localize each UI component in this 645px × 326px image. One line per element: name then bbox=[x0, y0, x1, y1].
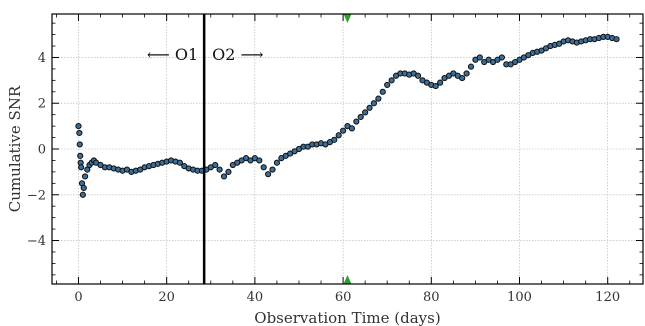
data-point bbox=[81, 173, 89, 180]
x-axis-label: Observation Time (days) bbox=[254, 309, 440, 326]
data-point bbox=[331, 136, 338, 143]
y-axis-label: Cumulative SNR bbox=[6, 85, 24, 212]
data-point bbox=[79, 191, 86, 198]
data-point bbox=[384, 81, 391, 89]
data-point bbox=[78, 164, 85, 171]
data-points bbox=[75, 33, 620, 198]
y-tick-label: −4 bbox=[27, 234, 46, 249]
axis-ticks: 0 20 40 60 80 100 120 −4 −2 0 2 4 bbox=[27, 14, 643, 305]
data-point bbox=[212, 161, 219, 169]
plot-frame bbox=[51, 13, 644, 285]
data-point bbox=[260, 164, 267, 171]
x-tick-label: 100 bbox=[507, 290, 532, 305]
data-point bbox=[432, 82, 439, 90]
x-tick-label: 20 bbox=[158, 290, 175, 305]
data-point bbox=[414, 72, 422, 79]
data-point bbox=[77, 152, 84, 159]
data-point bbox=[273, 159, 281, 166]
data-point bbox=[76, 129, 83, 137]
data-point bbox=[348, 125, 356, 132]
data-point bbox=[269, 166, 276, 173]
data-point bbox=[216, 166, 223, 173]
data-point bbox=[362, 109, 369, 116]
data-point bbox=[335, 132, 342, 139]
data-point bbox=[476, 54, 483, 61]
data-point bbox=[80, 184, 87, 191]
data-point bbox=[375, 95, 382, 102]
data-point bbox=[370, 100, 378, 107]
data-point bbox=[339, 127, 347, 134]
x-tick-label: 0 bbox=[74, 290, 82, 305]
top-triangle-marker bbox=[343, 14, 352, 23]
data-point bbox=[220, 173, 228, 180]
data-point bbox=[613, 36, 620, 43]
data-point bbox=[459, 74, 466, 82]
data-point bbox=[265, 171, 272, 178]
data-point bbox=[366, 104, 373, 111]
data-point bbox=[379, 88, 386, 95]
bottom-triangle-marker bbox=[343, 275, 352, 284]
data-point bbox=[463, 70, 470, 77]
grid-lines bbox=[52, 14, 643, 284]
data-point bbox=[75, 123, 82, 130]
data-point bbox=[437, 79, 444, 86]
x-tick-label: 40 bbox=[247, 290, 264, 305]
data-point bbox=[225, 168, 232, 175]
data-point bbox=[357, 113, 364, 121]
annotations bbox=[202, 14, 352, 284]
data-point bbox=[176, 159, 183, 166]
x-tick-label: 60 bbox=[335, 290, 352, 305]
y-tick-label: 2 bbox=[38, 97, 46, 112]
y-tick-label: 0 bbox=[38, 143, 46, 158]
o1-annotation: ⟵ O1 bbox=[147, 45, 198, 64]
data-point bbox=[467, 63, 475, 70]
data-point bbox=[76, 141, 83, 148]
data-point bbox=[256, 157, 263, 164]
x-tick-label: 120 bbox=[595, 290, 620, 305]
o2-annotation: O2 ⟶ bbox=[212, 45, 263, 64]
data-point bbox=[353, 118, 360, 125]
y-tick-label: 4 bbox=[38, 51, 46, 66]
x-tick-label: 80 bbox=[423, 290, 440, 305]
y-tick-label: −2 bbox=[27, 188, 46, 203]
data-point bbox=[498, 54, 505, 61]
data-point bbox=[388, 77, 395, 84]
